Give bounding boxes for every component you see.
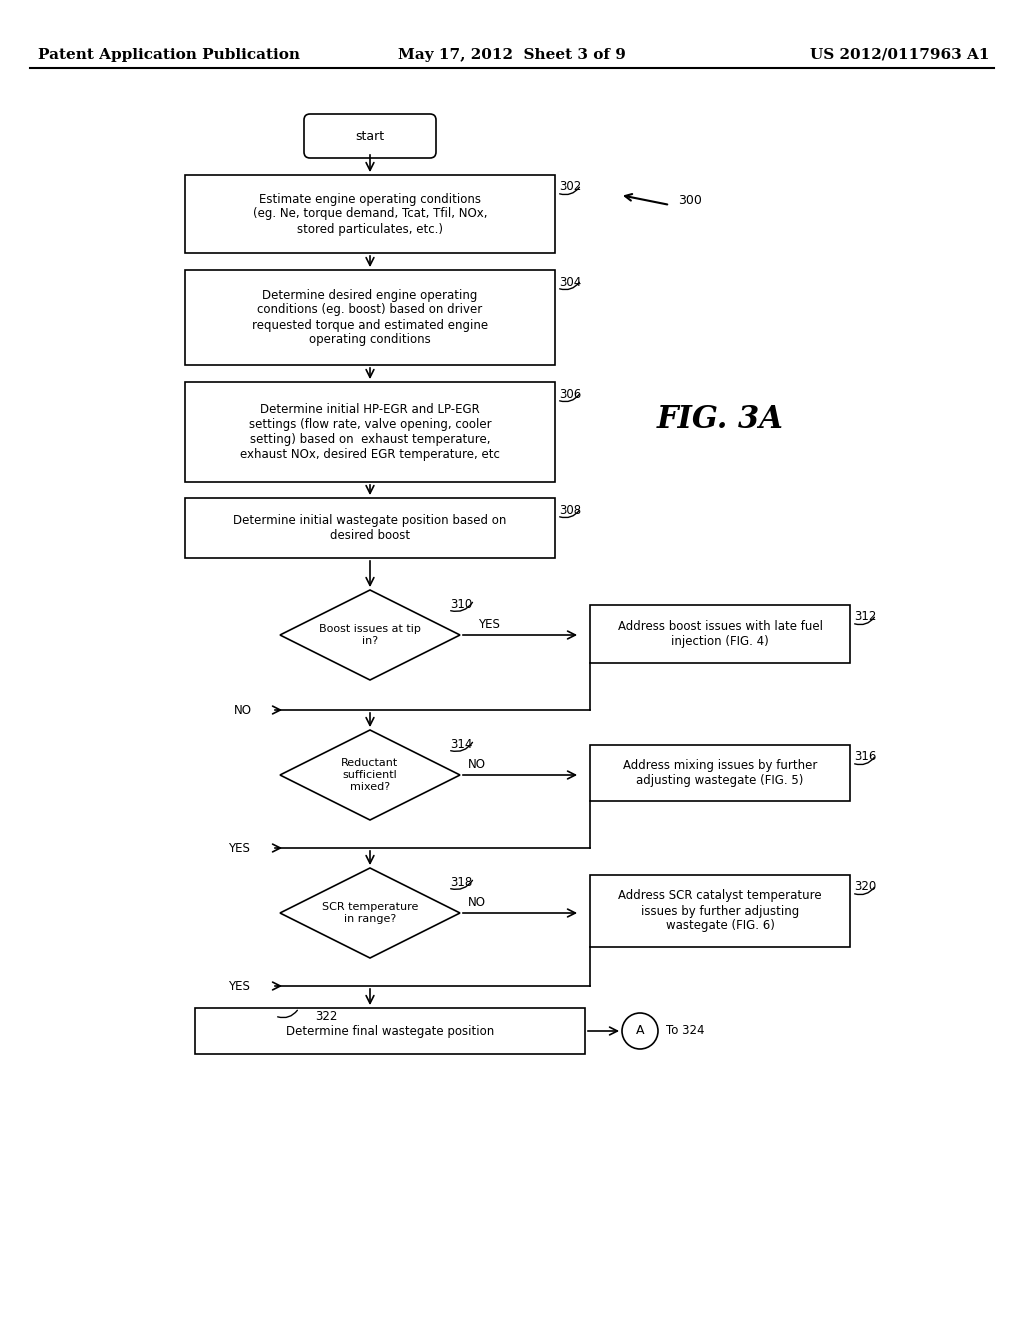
Text: FIG. 3A: FIG. 3A xyxy=(656,404,783,436)
Text: Determine desired engine operating
conditions (eg. boost) based on driver
reques: Determine desired engine operating condi… xyxy=(252,289,488,346)
Text: start: start xyxy=(355,129,385,143)
Text: 322: 322 xyxy=(315,1010,337,1023)
Text: 306: 306 xyxy=(559,388,582,400)
Bar xyxy=(590,875,850,946)
Text: 302: 302 xyxy=(559,181,582,194)
Bar xyxy=(185,271,555,366)
Text: 300: 300 xyxy=(678,194,701,206)
Text: A: A xyxy=(636,1024,644,1038)
Text: Determine initial wastegate position based on
desired boost: Determine initial wastegate position bas… xyxy=(233,513,507,543)
Text: YES: YES xyxy=(228,979,250,993)
Circle shape xyxy=(622,1012,658,1049)
Text: To 324: To 324 xyxy=(666,1024,705,1038)
Text: May 17, 2012  Sheet 3 of 9: May 17, 2012 Sheet 3 of 9 xyxy=(398,48,626,62)
Text: Determine initial HP-EGR and LP-EGR
settings (flow rate, valve opening, cooler
s: Determine initial HP-EGR and LP-EGR sett… xyxy=(240,403,500,461)
FancyBboxPatch shape xyxy=(304,114,436,158)
Text: NO: NO xyxy=(468,759,486,771)
Text: Estimate engine operating conditions
(eg. Ne, torque demand, Tcat, Tfil, NOx,
st: Estimate engine operating conditions (eg… xyxy=(253,193,487,235)
Polygon shape xyxy=(280,590,460,680)
Text: NO: NO xyxy=(468,896,486,909)
Bar xyxy=(590,744,850,801)
Text: 308: 308 xyxy=(559,503,582,516)
Text: Reductant
sufficientl
mixed?: Reductant sufficientl mixed? xyxy=(341,759,398,792)
Text: 310: 310 xyxy=(450,598,472,610)
Text: 304: 304 xyxy=(559,276,582,289)
Text: Patent Application Publication: Patent Application Publication xyxy=(38,48,300,62)
Polygon shape xyxy=(280,730,460,820)
Text: YES: YES xyxy=(478,619,500,631)
Bar xyxy=(185,176,555,253)
Text: US 2012/0117963 A1: US 2012/0117963 A1 xyxy=(811,48,990,62)
Text: Address SCR catalyst temperature
issues by further adjusting
wastegate (FIG. 6): Address SCR catalyst temperature issues … xyxy=(618,890,822,932)
Bar xyxy=(195,1008,585,1053)
Text: Address mixing issues by further
adjusting wastegate (FIG. 5): Address mixing issues by further adjusti… xyxy=(623,759,817,787)
Text: Determine final wastegate position: Determine final wastegate position xyxy=(286,1024,495,1038)
Polygon shape xyxy=(280,869,460,958)
Text: 312: 312 xyxy=(854,610,877,623)
Bar xyxy=(185,381,555,482)
Text: YES: YES xyxy=(228,842,250,854)
Text: Address boost issues with late fuel
injection (FIG. 4): Address boost issues with late fuel inje… xyxy=(617,620,822,648)
Text: SCR temperature
in range?: SCR temperature in range? xyxy=(322,902,418,924)
Text: NO: NO xyxy=(234,704,252,717)
Bar xyxy=(590,605,850,663)
Bar xyxy=(185,498,555,558)
Text: 318: 318 xyxy=(450,875,472,888)
Text: 314: 314 xyxy=(450,738,472,751)
Text: 316: 316 xyxy=(854,751,877,763)
Text: Boost issues at tip
in?: Boost issues at tip in? xyxy=(319,624,421,645)
Text: 320: 320 xyxy=(854,880,877,894)
